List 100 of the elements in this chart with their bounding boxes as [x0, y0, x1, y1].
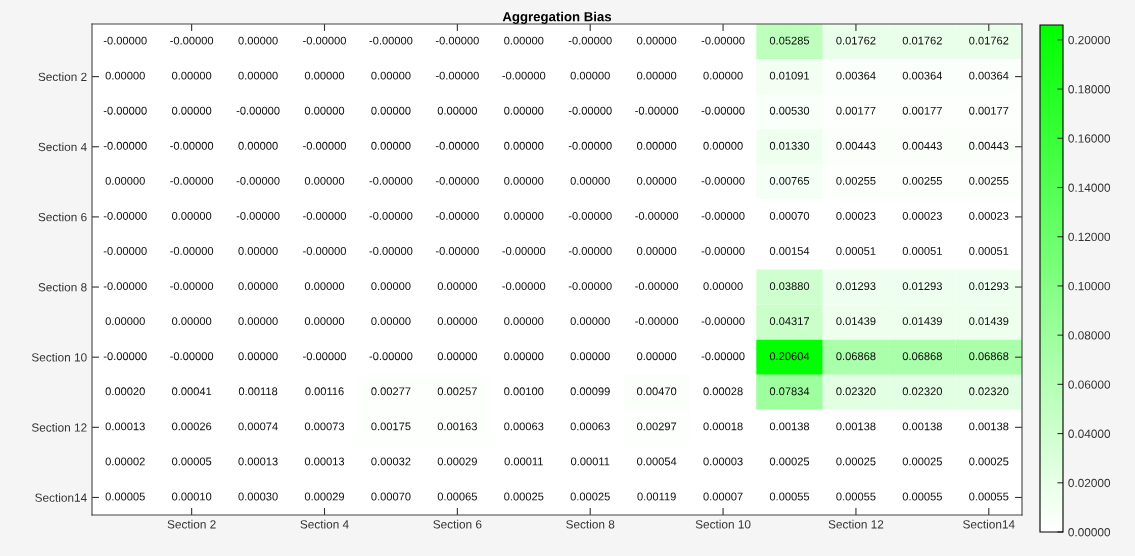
data-label: 0.00000	[172, 71, 212, 80]
y-tick-label: Section14	[35, 493, 87, 502]
data-label: 0.00000	[304, 106, 345, 115]
data-label: -0.00000	[170, 352, 214, 361]
data-label: 0.00118	[238, 387, 278, 396]
data-label: 0.00000	[238, 247, 278, 255]
data-label: 0.00255	[902, 176, 942, 185]
data-label: 0.00065	[437, 492, 477, 501]
data-label: 0.00000	[172, 317, 212, 326]
data-label: 0.00000	[504, 141, 544, 150]
data-label: -0.00000	[568, 247, 612, 255]
data-label: 0.00025	[504, 492, 544, 501]
data-label: -0.00000	[103, 247, 147, 255]
data-label: 0.00000	[371, 141, 411, 150]
data-label: 0.00055	[902, 492, 942, 501]
data-label: 0.00000	[238, 282, 278, 291]
data-label: 0.01439	[902, 317, 942, 326]
data-label: 0.00000	[637, 36, 677, 45]
data-label: -0.00000	[236, 212, 280, 220]
data-label: -0.00000	[236, 106, 280, 115]
data-label: 0.01330	[769, 141, 810, 150]
color-bar-label: 0.06000	[1068, 380, 1111, 389]
data-label: 0.01762	[902, 36, 942, 45]
data-label: 0.00138	[902, 422, 942, 431]
data-label: 0.00030	[238, 492, 278, 501]
data-label: 0.00007	[703, 492, 743, 501]
data-label: 0.00000	[637, 71, 677, 80]
data-label: -0.00000	[701, 106, 745, 115]
data-label: -0.00000	[635, 317, 679, 326]
data-label: 0.01293	[836, 282, 876, 291]
color-bar-label: 0.20000	[1068, 35, 1111, 45]
data-label: 0.00765	[769, 176, 810, 185]
data-label: 0.00000	[371, 71, 411, 80]
data-label: -0.00000	[635, 212, 679, 220]
data-label: 0.00000	[504, 36, 544, 45]
data-label: 0.01293	[902, 282, 942, 291]
data-label: -0.00000	[435, 176, 479, 185]
data-label: 0.00073	[304, 422, 345, 431]
data-label: 0.00277	[371, 387, 411, 396]
data-label: 0.00000	[371, 282, 411, 291]
data-label: 0.00000	[504, 352, 544, 361]
data-label: 0.00011	[504, 457, 543, 466]
data-label: -0.00000	[435, 247, 479, 255]
data-label: 0.01439	[836, 317, 876, 326]
data-label: 0.00443	[902, 141, 942, 150]
data-label: 0.00138	[969, 422, 1009, 431]
data-label: 0.00000	[637, 247, 677, 255]
data-label: 0.02320	[836, 387, 876, 396]
data-label: 0.00018	[703, 422, 743, 431]
data-label: 0.20604	[769, 352, 810, 361]
data-label: 0.00000	[105, 71, 145, 80]
data-label: 0.00000	[172, 212, 212, 220]
data-label: -0.00000	[635, 106, 679, 115]
data-label: 0.00255	[969, 176, 1009, 185]
data-label: 0.02320	[969, 387, 1009, 396]
data-label: -0.00000	[369, 247, 413, 255]
data-label: -0.00000	[701, 317, 745, 326]
y-tick-label: Section 12	[31, 423, 87, 432]
data-label: 0.00000	[238, 71, 278, 80]
data-label: -0.00000	[435, 71, 479, 80]
data-label: 0.00025	[769, 457, 810, 466]
data-label: 0.00005	[105, 492, 145, 501]
data-label: 0.00074	[238, 422, 278, 431]
data-label: 0.00000	[703, 71, 743, 80]
data-label: 0.00364	[836, 71, 876, 80]
data-label: 0.00028	[703, 387, 743, 396]
data-label: 0.00000	[504, 106, 544, 115]
data-label: 0.00013	[105, 422, 145, 431]
data-label: -0.00000	[303, 352, 346, 361]
data-label: 0.00003	[703, 457, 743, 466]
data-label: 0.00005	[172, 457, 212, 466]
data-label: 0.00000	[304, 71, 345, 80]
data-label: -0.00000	[369, 176, 413, 185]
data-label: -0.00000	[303, 247, 346, 255]
data-label: 0.00023	[969, 212, 1009, 220]
data-label: 0.00000	[238, 36, 278, 45]
data-label: -0.00000	[701, 36, 745, 45]
data-label: 0.00255	[836, 176, 876, 185]
data-label: 0.00000	[105, 176, 145, 185]
data-label: 0.00063	[504, 422, 544, 431]
x-tick-label: Section 2	[167, 519, 216, 529]
data-label: 0.00000	[105, 317, 145, 326]
data-label: -0.00000	[170, 36, 214, 45]
data-label: 0.00025	[969, 457, 1009, 466]
x-tick-label: Section 6	[433, 519, 482, 529]
y-tick-label: Section 10	[31, 352, 87, 362]
data-label: 0.00029	[437, 457, 477, 466]
data-label: 0.00364	[902, 71, 943, 80]
data-label: 0.00023	[836, 212, 876, 220]
data-label: 0.00002	[105, 457, 145, 466]
data-label: 0.00000	[570, 317, 610, 326]
color-bar-label: 0.18000	[1068, 85, 1111, 94]
data-label: 0.00054	[637, 457, 677, 466]
data-label: 0.00000	[504, 176, 544, 185]
data-label: 0.00051	[969, 247, 1009, 255]
y-tick-label: Section 6	[38, 212, 87, 222]
color-bar-label: 0.16000	[1068, 134, 1111, 143]
data-label: 0.00177	[969, 106, 1009, 115]
data-label: -0.00000	[568, 36, 612, 45]
data-label: 0.03880	[769, 282, 810, 291]
